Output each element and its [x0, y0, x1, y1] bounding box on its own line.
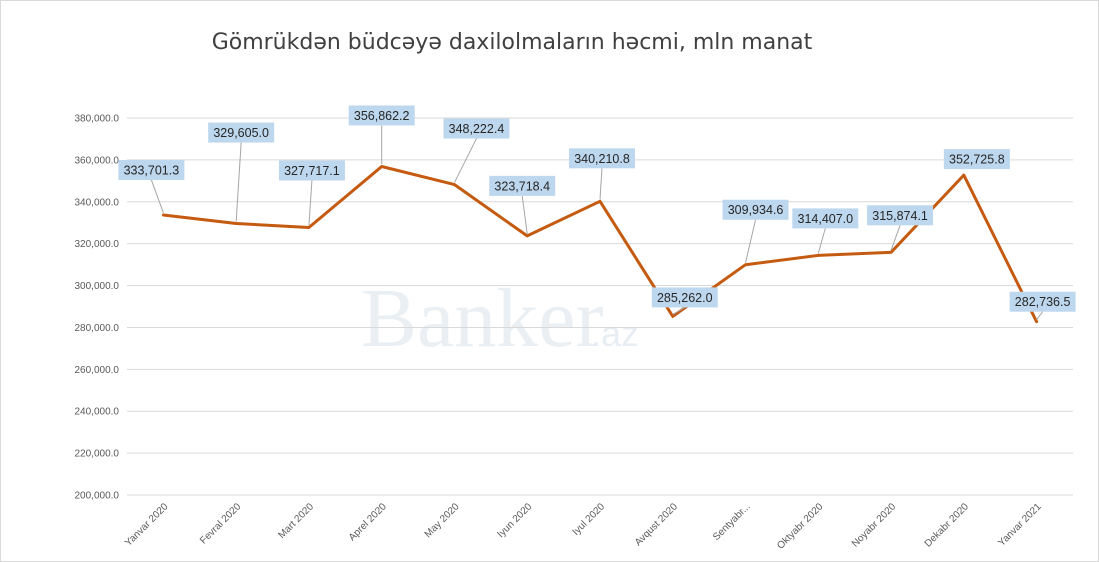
data-label-box — [722, 199, 789, 220]
data-label: 282,736.5 — [1015, 295, 1071, 309]
data-label-box — [569, 148, 635, 169]
data-label: 333,701.3 — [124, 163, 180, 177]
y-tick-label: 280,000.0 — [75, 323, 120, 334]
data-label: 348,222.4 — [449, 122, 505, 136]
data-label-leader — [308, 180, 313, 226]
data-label: 285,262.0 — [657, 291, 713, 305]
y-tick-label: 260,000.0 — [75, 365, 120, 376]
data-label-leader — [599, 168, 603, 200]
y-tick-label: 240,000.0 — [75, 407, 120, 418]
x-tick-label: Avqust 2020 — [633, 501, 680, 548]
data-label: 327,717.1 — [284, 164, 340, 178]
y-tick-label: 300,000.0 — [75, 281, 120, 292]
x-tick-label: Oktyabr 2020 — [775, 501, 826, 552]
data-labels: 333,701.3 329,605.0 327,717.1 356,862.2 348,… — [118, 105, 1076, 312]
data-label-box — [489, 175, 556, 196]
data-label-leader — [817, 228, 826, 254]
data-label-box — [792, 208, 859, 229]
chart-title: Gömrükdən büdcəyə daxilolmaların həcmi, … — [212, 30, 813, 55]
x-tick-label: Sentyabr... — [711, 501, 753, 543]
y-tick-label: 340,000.0 — [75, 197, 120, 208]
y-axis-tick-labels: 200,000.0 220,000.0 240,000.0 260,000.0 280,… — [75, 114, 120, 502]
data-label: 309,934.6 — [728, 203, 784, 217]
data-label-box — [651, 287, 718, 308]
x-tick-label: Aprel 2020 — [347, 501, 389, 543]
series-line — [161, 165, 1039, 324]
data-label-leader — [521, 195, 528, 234]
data-label-leader — [1036, 311, 1044, 321]
data-label-box — [443, 118, 510, 139]
data-label-box — [1009, 291, 1076, 312]
data-label: 315,874.1 — [872, 209, 928, 223]
x-tick-label: Noyabr 2020 — [850, 501, 899, 550]
data-label: 329,605.0 — [213, 126, 269, 140]
y-tick-label: 220,000.0 — [75, 449, 120, 460]
data-label-leaders — [150, 125, 1044, 321]
y-tick-label: 320,000.0 — [75, 239, 120, 250]
data-label-leader — [235, 142, 242, 222]
data-label-leader — [454, 138, 477, 183]
data-label-box — [867, 205, 934, 226]
data-label-leader — [150, 179, 164, 214]
data-label: 356,862.2 — [354, 109, 410, 123]
y-tick-label: 360,000.0 — [75, 155, 120, 166]
data-label: 314,407.0 — [798, 212, 854, 226]
x-tick-label: Fevral 2020 — [198, 501, 243, 546]
series-line-layer — [161, 165, 1039, 324]
data-label: 340,210.8 — [574, 152, 630, 166]
data-label-box — [118, 159, 185, 180]
y-tick-label: 380,000.0 — [75, 114, 120, 125]
data-label-box — [348, 105, 415, 126]
watermark: Banker .az — [361, 272, 639, 365]
x-tick-label: Dekabr 2020 — [923, 501, 972, 550]
watermark-main: Banker — [361, 272, 604, 365]
x-tick-label: May 2020 — [423, 501, 462, 540]
y-tick-label: 200,000.0 — [75, 491, 120, 502]
x-tick-label: Mart 2020 — [276, 501, 316, 541]
data-label-box — [943, 149, 1010, 170]
data-label: 352,725.8 — [949, 153, 1005, 167]
x-axis-tick-labels: Yanvar 2020 Fevral 2020 Mart 2020 Aprel 202… — [123, 501, 1044, 552]
x-tick-label: Iyun 2020 — [496, 501, 535, 540]
data-label: 323,718.4 — [494, 179, 550, 193]
watermark-sub: .az — [591, 313, 639, 354]
data-label-leader — [745, 219, 757, 263]
x-tick-label: Iyul 2020 — [571, 501, 608, 538]
x-tick-label: Yanvar 2021 — [996, 501, 1044, 549]
x-tick-label: Yanvar 2020 — [123, 501, 171, 549]
data-label-box — [208, 122, 275, 143]
data-label-leader — [672, 306, 686, 315]
data-label-box — [278, 160, 345, 181]
data-label-leader — [890, 225, 901, 251]
